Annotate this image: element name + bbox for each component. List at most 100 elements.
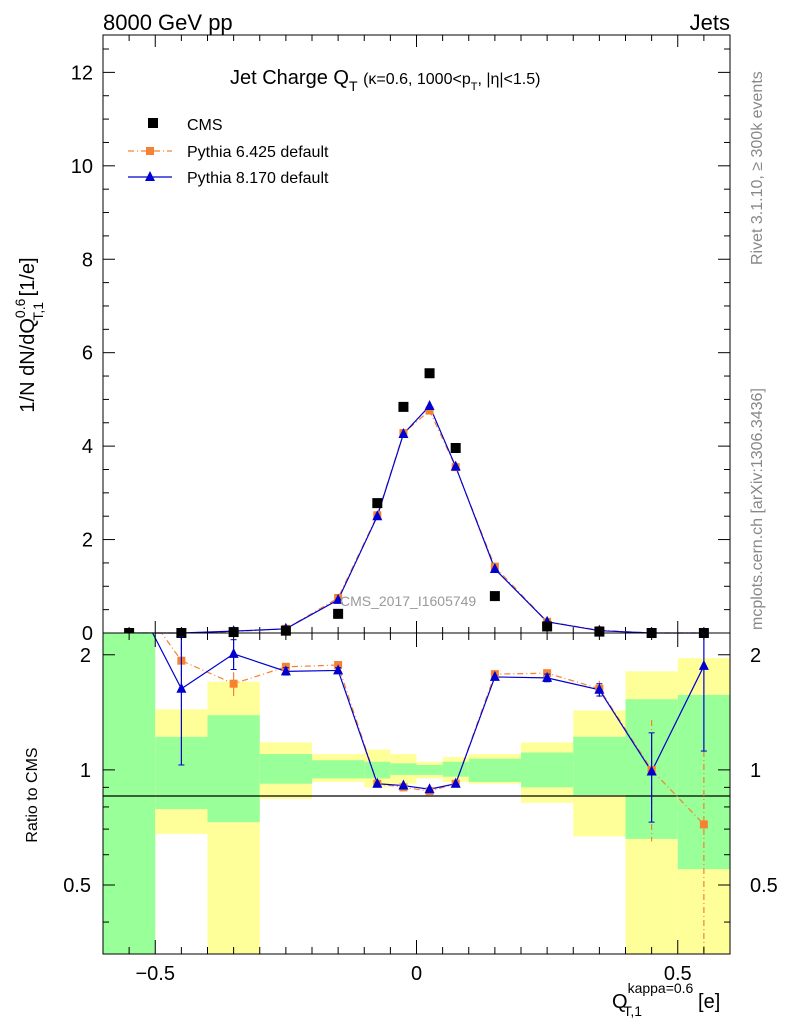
pythia8-point <box>333 593 344 604</box>
ratio-band-inner <box>312 760 365 779</box>
ratio-pythia8-line <box>151 633 705 790</box>
main-y-tick-label: 4 <box>82 436 93 458</box>
ratio-band-inner <box>468 758 521 782</box>
pythia8-point <box>424 399 435 410</box>
ratio-bands <box>103 633 730 954</box>
ratio-y-tick-labels-left: 0.5 1 2 <box>63 645 91 897</box>
ratio-panel: 0.5 1 2 0.5 1 2 −0.5 0 0.5 <box>63 632 778 985</box>
ratio-y-tick-label-right: 1 <box>750 760 761 782</box>
cms-point <box>372 498 383 509</box>
ratio-x-tick-label: 0.5 <box>664 963 692 985</box>
ratio-band-inner <box>416 764 443 775</box>
ratio-pythia8-point <box>646 765 657 776</box>
ratio-pythia8-point <box>398 779 409 790</box>
main-y-tick-label: 10 <box>71 156 93 178</box>
cms-point <box>280 625 291 636</box>
main-y-tick-label: 8 <box>82 249 93 271</box>
ratio-pythia8-point <box>450 777 461 788</box>
ratio-x-tick-label: 0 <box>411 963 422 985</box>
cms-point <box>333 608 344 619</box>
header-right-label: Jets <box>690 10 730 35</box>
ylabel-unit: [1/e] <box>17 257 39 296</box>
ratio-y-tick-labels-right: 0.5 1 2 <box>750 645 778 897</box>
ratio-y-tick-label: 0.5 <box>63 875 91 897</box>
legend: CMS Pythia 6.425 default Pythia 8.170 de… <box>128 117 329 187</box>
cms-point <box>228 627 239 638</box>
xlabel-text: Q <box>612 991 628 1013</box>
ratio-pythia6-point <box>699 820 708 829</box>
ratio-band-inner <box>259 754 312 784</box>
rivet-label: Rivet 3.1.10, ≥ 300k events <box>749 71 766 265</box>
ratio-band-inner <box>573 736 626 795</box>
title-params-sub: T <box>471 81 478 93</box>
ratio-y-tick-label-right: 2 <box>750 645 761 667</box>
ratio-pythia8-point <box>698 659 709 670</box>
ylabel-text: 1/N dN/dQ <box>17 318 39 412</box>
legend-cms-marker <box>148 118 158 128</box>
main-y-axis-label: 1/N dN/dQ0.6 T,1 [1/e] <box>12 257 46 412</box>
title-sub: T <box>349 78 358 94</box>
title-params-end: , |η|<1.5) <box>477 71 540 88</box>
ratio-y-tick-label: 1 <box>80 760 91 782</box>
cms-point <box>450 442 461 453</box>
ratio-pythia8-point <box>489 670 500 681</box>
watermark-label: CMS_2017_I1605749 <box>340 593 476 609</box>
ratio-y-tick-label: 2 <box>80 645 91 667</box>
ratio-pythia8-point <box>176 682 187 693</box>
xlabel-unit: [e] <box>698 991 720 1013</box>
mcplots-label: mcplots.cern.ch [arXiv:1306.3436] <box>749 388 766 630</box>
ratio-pythia8-point <box>594 683 605 694</box>
ratio-x-tick-label: −0.5 <box>136 963 175 985</box>
legend-cms-label: CMS <box>187 117 223 134</box>
ratio-pythia6-point <box>229 679 238 688</box>
ratio-pythia8-point <box>280 665 291 676</box>
ratio-pythia8-point <box>424 783 435 794</box>
cms-point <box>424 368 435 379</box>
pythia8-point <box>489 562 500 573</box>
cms-point <box>594 626 605 637</box>
ratio-pythia8-point <box>372 777 383 788</box>
ratio-pythia8-point <box>228 647 239 658</box>
pythia8-point <box>372 510 383 521</box>
ratio-ticks <box>102 633 731 954</box>
x-axis-label: Qkappa=0.6 T,1 [e] <box>612 980 720 1019</box>
ylabel-sub: T,1 <box>30 302 46 321</box>
main-y-tick-label: 6 <box>82 343 93 365</box>
ylabel-sup: 0.6 <box>12 298 28 318</box>
main-y-tick-label: 0 <box>82 623 93 645</box>
legend-pythia8-label: Pythia 8.170 default <box>187 170 329 187</box>
ratio-pythia8-point <box>542 671 553 682</box>
ratio-band-inner <box>207 715 260 823</box>
ratio-band-inner <box>390 763 417 775</box>
ratio-band-inner <box>442 761 469 777</box>
title-params: (κ=0.6, 1000<p <box>363 71 471 88</box>
header-left-label: 8000 GeV pp <box>103 10 233 35</box>
ratio-pythia8-point <box>333 664 344 675</box>
xlabel-sub: T,1 <box>623 1003 642 1019</box>
ratio-band-inner <box>364 761 391 779</box>
main-title: Jet Charge QT (κ=0.6, 1000<pT, |η|<1.5) <box>230 67 540 94</box>
legend-pythia6-label: Pythia 6.425 default <box>187 144 329 161</box>
legend-pythia8-marker <box>145 171 155 181</box>
ratio-band-inner <box>103 633 156 954</box>
pythia8-point <box>450 460 461 471</box>
pythia8-line <box>129 404 704 634</box>
ratio-x-tick-labels: −0.5 0 0.5 <box>136 963 692 985</box>
main-y-tick-label: 2 <box>82 530 93 552</box>
ratio-y-tick-label-right: 0.5 <box>750 875 778 897</box>
cms-point <box>542 621 553 632</box>
ratio-plot-area <box>151 633 709 954</box>
pythia8-point <box>398 427 409 438</box>
cms-point <box>489 591 500 602</box>
ratio-series <box>151 633 709 954</box>
xlabel-sup: kappa=0.6 <box>628 980 694 996</box>
pythia6-point <box>425 406 434 415</box>
main-y-tick-labels: 0 2 4 6 8 10 12 <box>71 62 93 645</box>
ratio-pythia6-line <box>160 633 705 825</box>
ratio-band-inner <box>521 752 574 788</box>
main-panel-frame <box>102 34 731 634</box>
legend-pythia6-marker <box>146 147 154 155</box>
ratio-y-axis-label: Ratio to CMS <box>24 747 41 842</box>
